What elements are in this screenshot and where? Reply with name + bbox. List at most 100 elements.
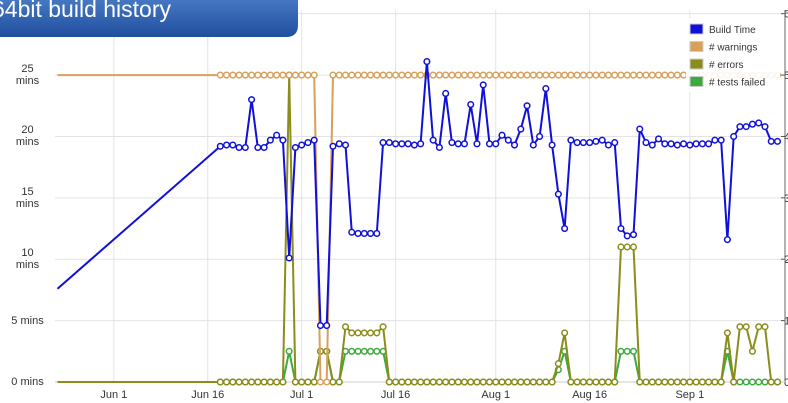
point [748,120,756,128]
point [517,125,525,133]
point [229,71,237,79]
point [285,254,293,262]
point [310,136,318,144]
point [298,71,306,79]
legend-swatch [689,76,704,87]
point [398,71,406,79]
point [548,141,556,149]
point [310,378,318,386]
x-tick-label: Jun 16 [191,389,224,401]
point [554,71,562,79]
legend-swatch [689,41,704,52]
point [523,378,531,386]
point [636,378,644,386]
point [279,71,287,79]
point [698,140,706,148]
point [761,123,769,131]
point [554,360,562,368]
point [410,141,418,149]
point [341,141,350,149]
point [373,229,381,237]
point [636,125,644,133]
point [460,71,469,79]
point [398,140,406,148]
point [485,378,494,386]
point [529,141,537,149]
x-tick-label: Jul 1 [290,389,313,401]
point [510,378,519,386]
series-line [57,347,778,383]
point [592,137,600,145]
point [291,143,299,152]
point [341,71,350,79]
point [241,378,249,386]
point [567,71,575,79]
point [611,139,619,147]
point [667,140,675,148]
point [460,140,469,148]
point [266,71,274,79]
point [485,71,494,79]
point [241,71,249,79]
point [773,378,782,386]
point [304,71,312,79]
point [366,347,375,355]
point [492,71,500,79]
point [698,378,706,386]
point [335,140,343,148]
point [279,378,287,386]
point [748,347,756,355]
point [442,89,450,98]
point [542,85,550,93]
point [235,378,243,386]
point [598,136,606,144]
point [460,378,469,386]
point [567,378,575,386]
point [329,142,337,150]
point [310,71,318,79]
point [379,71,387,79]
point [254,378,262,386]
point [504,71,512,79]
point [736,323,744,331]
point [229,378,237,386]
point [536,132,544,141]
point [354,71,362,79]
point [623,232,631,240]
point [379,139,387,147]
point [492,378,500,386]
point [291,71,299,79]
point [285,71,293,79]
x-tick-label: Aug 1 [481,389,510,401]
point [260,71,268,79]
point [241,143,249,152]
point [360,229,368,237]
point [705,140,713,148]
point [366,71,375,79]
point [479,378,487,386]
point [548,71,556,79]
point [736,378,744,386]
point [404,71,412,79]
point [592,378,600,386]
point [573,378,581,386]
point [354,329,362,337]
point [692,140,700,148]
point [479,81,487,89]
point [260,378,268,386]
x-tick-label: Jun 1 [100,389,127,401]
point [222,71,231,79]
point [623,71,631,79]
point [604,378,612,386]
point [429,136,437,144]
point [304,378,312,386]
point [742,323,750,331]
point [298,378,306,386]
point [773,137,782,145]
point [604,71,612,79]
point [435,143,443,152]
point [360,71,368,79]
point [592,71,600,79]
point [567,136,575,144]
point [273,71,281,79]
